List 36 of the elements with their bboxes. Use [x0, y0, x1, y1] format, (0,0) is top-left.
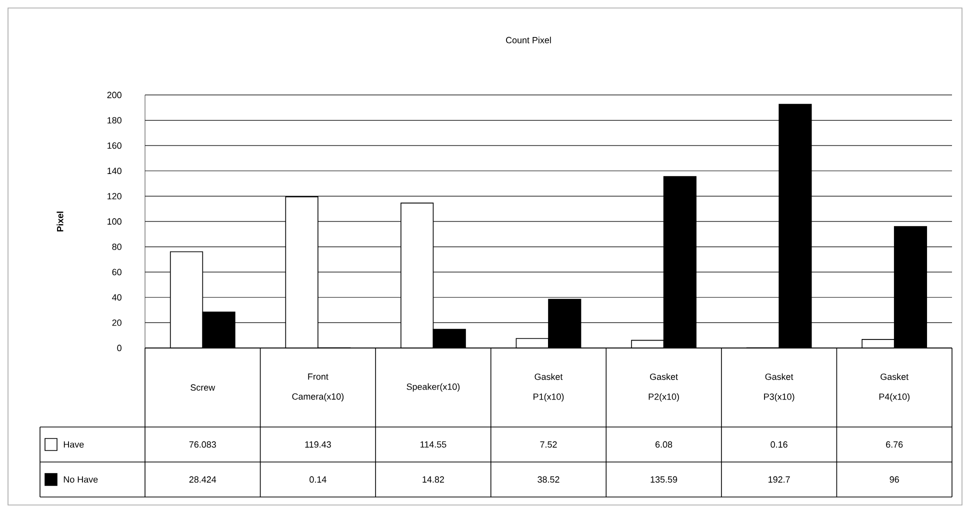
data-label: 6.76	[886, 441, 903, 448]
y-tick-label: 0	[117, 344, 122, 352]
data-label: 135.59	[650, 476, 678, 483]
data-label: 28.424	[189, 476, 216, 483]
data-label: 192.7	[768, 476, 790, 483]
y-tick-label: 200	[107, 92, 122, 98]
data-label: 0.16	[770, 441, 788, 448]
chart-title: Count Pixel	[506, 36, 551, 44]
data-label: 114.55	[420, 441, 446, 448]
x-tick-label: Speaker(x10)	[406, 383, 460, 392]
y-tick-label: 20	[112, 320, 122, 326]
data-label: 14.82	[422, 476, 444, 483]
data-label: 38.52	[538, 476, 560, 483]
y-tick-label: 100	[108, 218, 122, 225]
data-label: 0.14	[310, 476, 326, 483]
category-label: Gasket P4(x10)	[879, 373, 910, 402]
y-tick-label: 120	[108, 193, 122, 200]
category-label: Front Camera(x10)	[292, 374, 344, 402]
legend-label: No Have	[64, 476, 98, 483]
data-label: 7.52	[540, 441, 557, 448]
legend-label: Have	[64, 441, 84, 448]
y-axis-title: Pixel	[56, 212, 64, 232]
y-tick-label: 160	[108, 142, 122, 149]
x-tick-label: Screw	[190, 384, 216, 391]
y-tick-label: 60	[112, 268, 122, 276]
y-tick-label: 40	[112, 294, 122, 301]
y-tick-label: 180	[108, 117, 122, 124]
data-label: 76.083	[189, 441, 216, 448]
data-label: 96	[890, 476, 899, 483]
data-label: 6.08	[656, 441, 672, 448]
category-label: Gasket P2(x10)	[648, 373, 679, 402]
y-tick-label: 140	[108, 168, 122, 174]
y-tick-label: 80	[112, 244, 122, 250]
category-label: Gasket P1(x10)	[534, 373, 564, 402]
data-label: 119.43	[305, 441, 331, 448]
category-label: Gasket P3(x10)	[764, 373, 794, 402]
